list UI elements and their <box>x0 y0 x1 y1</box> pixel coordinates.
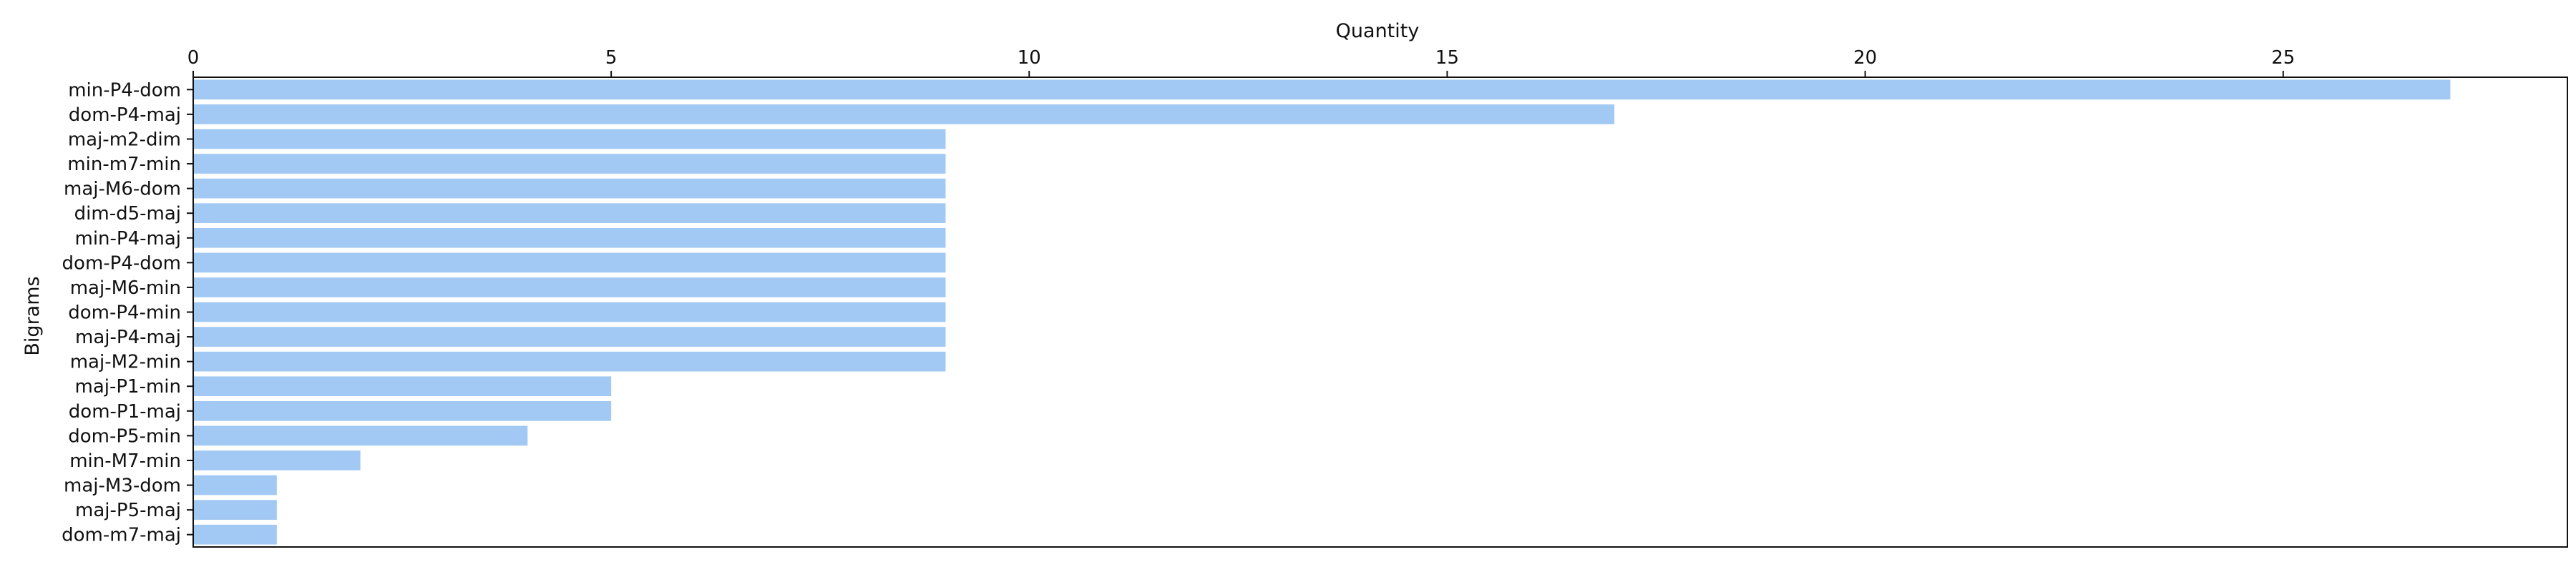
bar-maj-P5-maj <box>193 500 277 520</box>
bar-dom-m7-maj <box>193 524 277 545</box>
x-tick-label: 5 <box>605 47 618 69</box>
y-ticks-group: min-P4-dom dom-P4-maj maj-m2-dim min-m7-min… <box>62 79 193 546</box>
x-axis-title: Quantity <box>1336 20 1420 42</box>
bar-maj-M2-min <box>193 351 946 372</box>
bar-dom-P5-min <box>193 425 528 446</box>
x-tick-label: 20 <box>1853 47 1877 69</box>
bar-min-P4-maj <box>193 227 946 248</box>
y-tick-label: min-P4-maj <box>75 228 182 250</box>
bar-maj-m2-dim <box>193 129 946 149</box>
x-tick-label: 0 <box>187 47 200 69</box>
y-tick-label: maj-P5-maj <box>75 500 181 521</box>
x-tick-label: 10 <box>1018 47 1041 69</box>
y-tick-label: maj-M2-min <box>70 352 181 373</box>
y-tick-label: dom-P4-dom <box>62 252 181 274</box>
y-tick-label: maj-M6-min <box>70 277 181 299</box>
bar-dom-P4-dom <box>193 252 946 273</box>
bar-dom-P4-maj <box>193 104 1615 124</box>
bar-dim-d5-maj <box>193 203 946 224</box>
bar-min-P4-dom <box>193 79 2451 100</box>
y-axis-title: Bigrams <box>21 276 44 355</box>
y-tick-label: min-m7-min <box>67 154 181 175</box>
y-tick-label: dom-P5-min <box>68 425 181 447</box>
x-tick-label: 25 <box>2271 47 2295 69</box>
plot-frame <box>192 77 2568 548</box>
y-tick-label: maj-M6-dom <box>64 179 181 200</box>
bar-dom-P1-maj <box>193 400 612 421</box>
bar-maj-P4-maj <box>193 327 946 347</box>
x-tick-label: 15 <box>1435 47 1459 69</box>
y-tick-label: maj-P1-min <box>75 376 182 398</box>
bars-group <box>193 79 2451 545</box>
bar-maj-P1-min <box>193 376 612 397</box>
y-tick-label: dim-d5-maj <box>74 203 181 225</box>
x-ticks-group: 0 5 10 15 20 25 <box>187 47 2295 77</box>
bar-maj-M6-min <box>193 277 946 297</box>
bar-min-m7-min <box>193 154 946 174</box>
bar-min-M7-min <box>193 450 361 470</box>
bar-maj-M3-dom <box>193 475 277 495</box>
y-tick-label: maj-M3-dom <box>64 475 181 497</box>
y-tick-label: maj-m2-dim <box>68 129 181 150</box>
y-tick-label: dom-P4-min <box>68 302 181 324</box>
y-tick-label: min-P4-dom <box>68 79 181 101</box>
y-tick-label: dom-m7-maj <box>62 525 181 546</box>
y-tick-label: dom-P4-maj <box>69 104 181 126</box>
y-tick-label: min-M7-min <box>69 450 181 472</box>
bar-dom-P4-min <box>193 302 946 322</box>
bar-maj-M6-dom <box>193 178 946 199</box>
y-tick-label: dom-P1-maj <box>69 401 181 423</box>
y-tick-label: maj-P4-maj <box>75 327 181 348</box>
